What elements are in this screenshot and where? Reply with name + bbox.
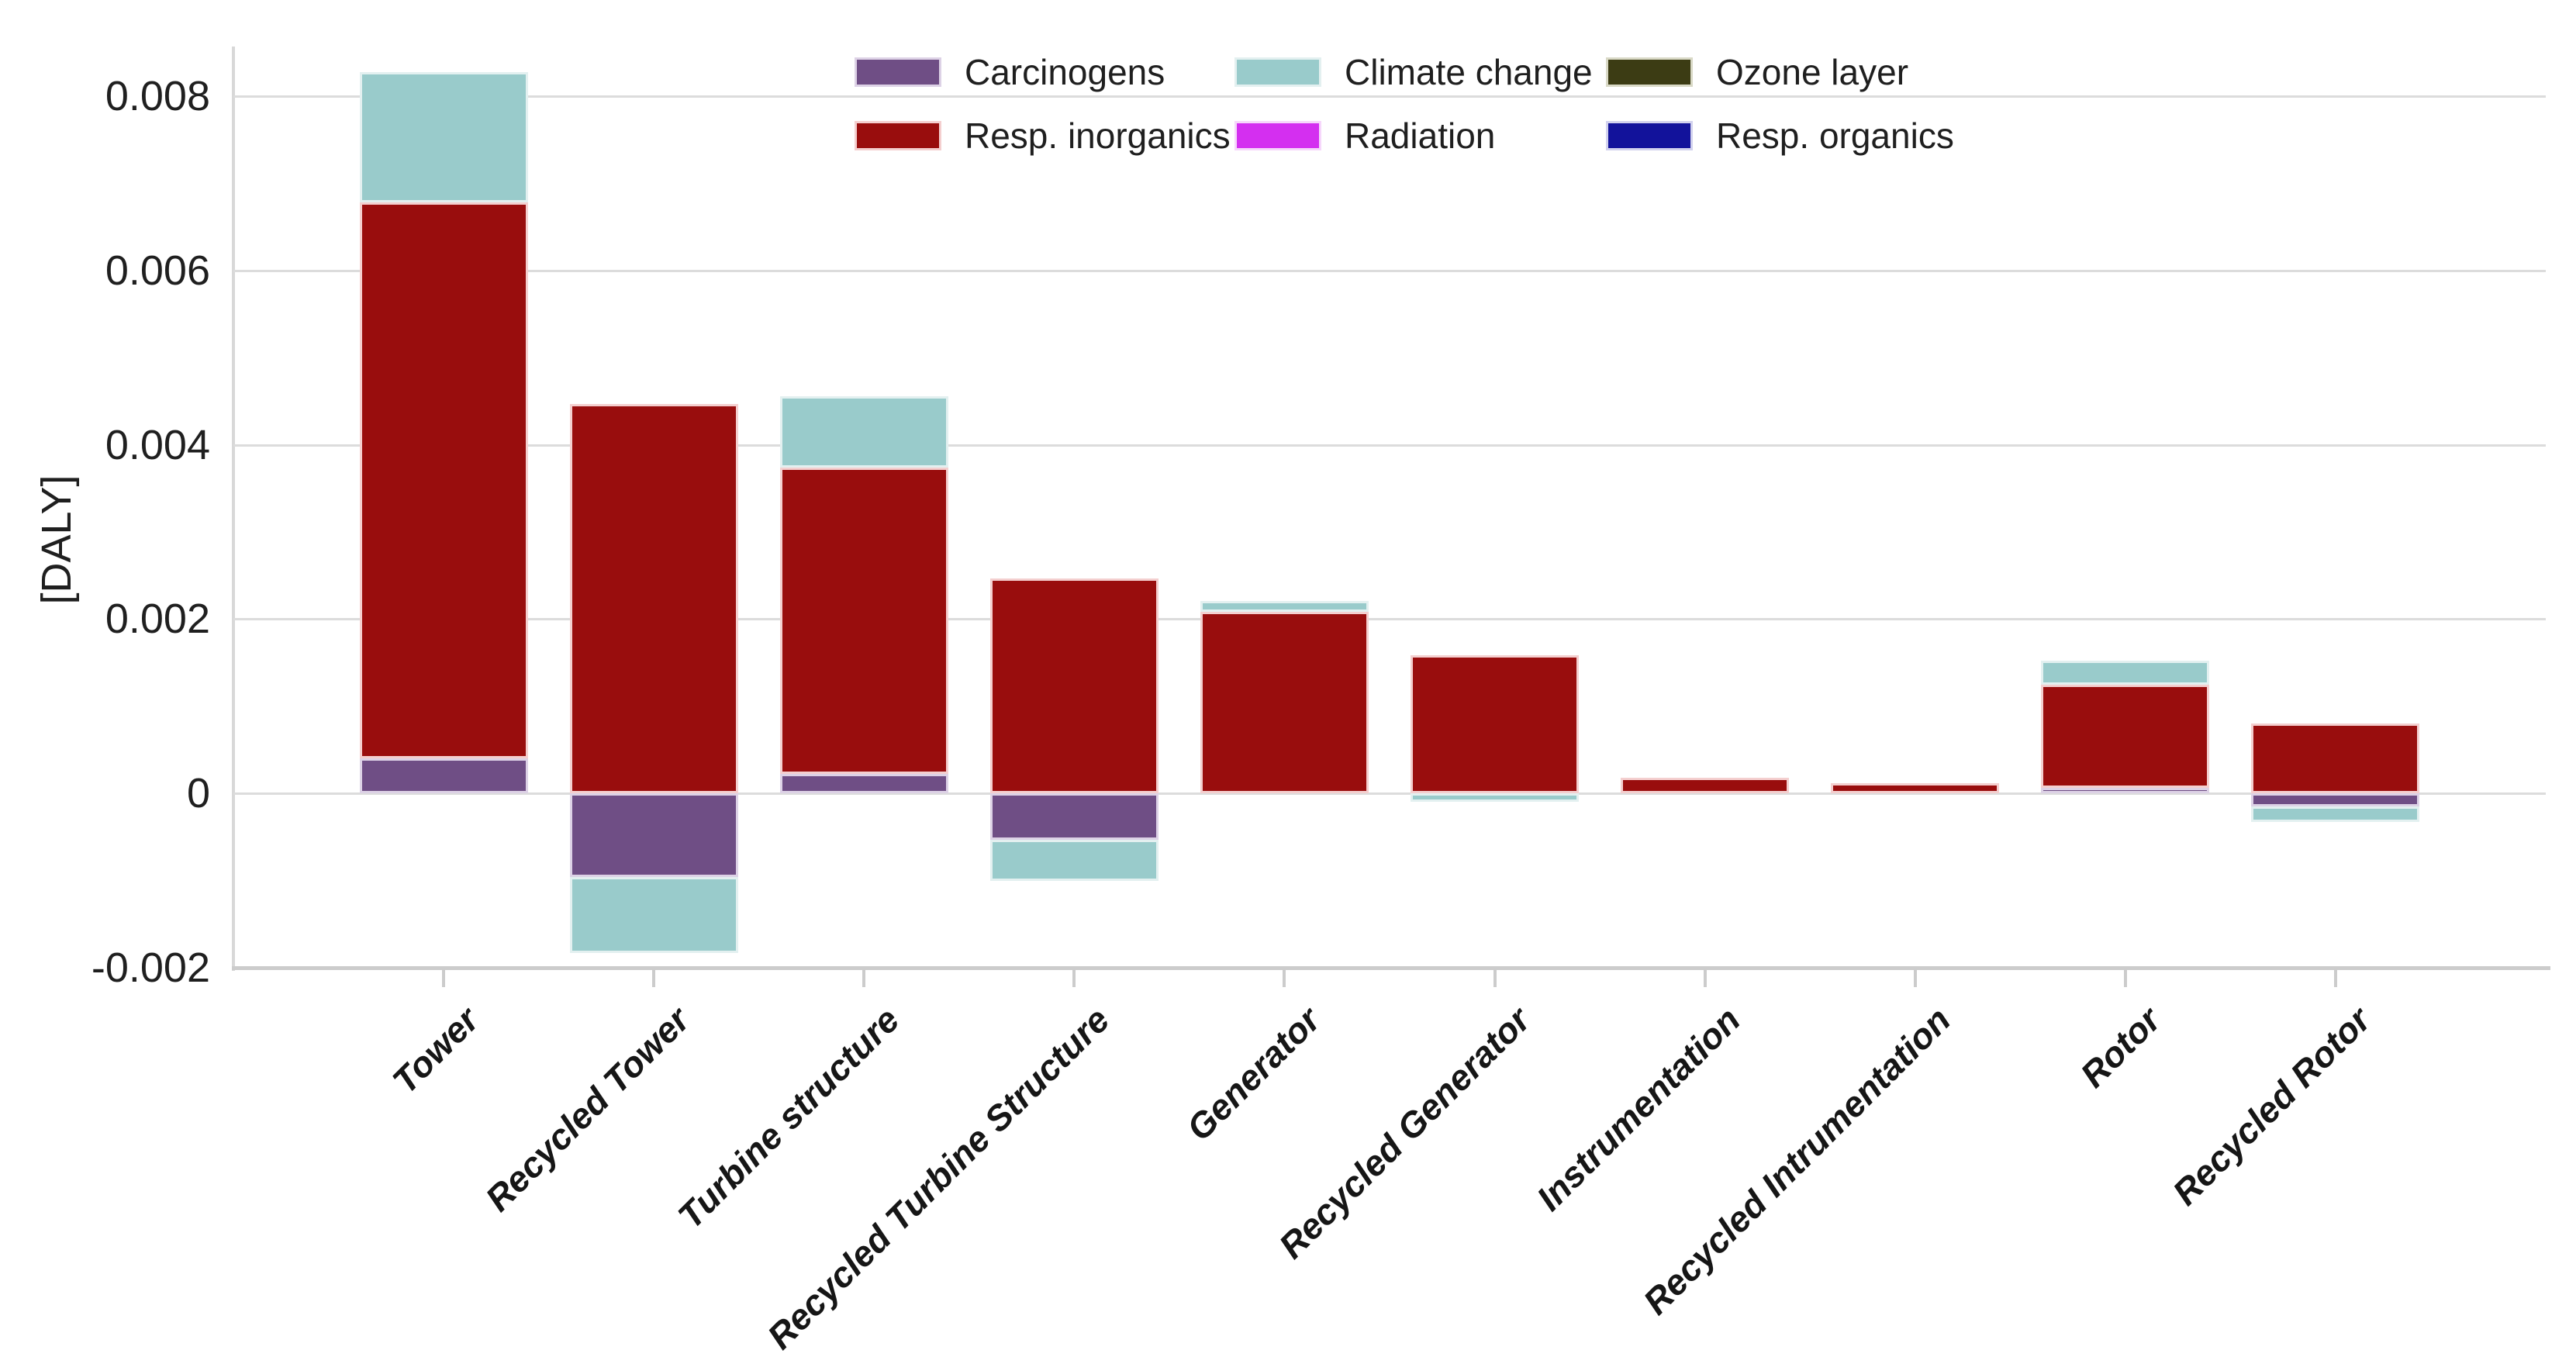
x-axis-label-text: Turbine structure	[670, 999, 907, 1237]
bar-segment-carcinogens	[2041, 788, 2210, 794]
x-axis-tick	[1913, 970, 1917, 987]
x-axis-label-text: Rotor	[2072, 999, 2169, 1096]
x-axis-tick	[1703, 970, 1707, 987]
bar-segment-climate_change	[779, 395, 948, 468]
legend-label: Resp. inorganics	[965, 116, 1231, 156]
bar-segment-climate_change	[2251, 806, 2420, 823]
bar-segment-resp_inorganics	[1621, 777, 1790, 794]
legend-label: Radiation	[1345, 116, 1496, 156]
bar-segment-carcinogens	[989, 793, 1159, 840]
x-axis-label-text: Recycled Tower	[477, 999, 697, 1219]
bar-segment-resp_inorganics	[1831, 782, 2000, 794]
bar-segment-climate_change	[359, 71, 528, 203]
bar-segment-carcinogens	[569, 793, 738, 878]
bar-segment-resp_inorganics	[1411, 654, 1579, 794]
bar-segment-resp_inorganics	[1200, 612, 1369, 794]
x-axis-tick	[862, 970, 866, 987]
x-axis-label-text: Instrumentation	[1528, 999, 1749, 1219]
x-axis-tick	[2333, 970, 2337, 987]
legend-swatch-climate_change	[1234, 57, 1321, 87]
x-axis-label-text: Recycled Turbine Structure	[759, 999, 1117, 1357]
bar-segment-climate_change	[2041, 661, 2210, 685]
y-axis-line	[232, 47, 235, 971]
x-axis-label-text: Recycled Rotor	[2165, 999, 2379, 1214]
gridline	[233, 444, 2546, 447]
bar-segment-resp_inorganics	[779, 467, 948, 775]
y-tick-label: 0.008	[105, 73, 210, 120]
bar-segment-resp_inorganics	[359, 202, 528, 759]
bar-segment-carcinogens	[359, 758, 528, 794]
legend-swatch-radiation	[1234, 121, 1321, 150]
bar-segment-carcinogens	[779, 774, 948, 794]
y-tick-label: 0.006	[105, 247, 210, 294]
gridline	[233, 618, 2546, 621]
y-tick-label: 0	[186, 770, 210, 817]
y-tick-label: 0.004	[105, 421, 210, 468]
legend-label: Ozone layer	[1716, 52, 1909, 92]
bar-segment-climate_change	[569, 877, 738, 953]
x-axis-label-text: Tower	[385, 999, 487, 1102]
x-axis-tick	[1493, 970, 1497, 987]
legend-swatch-ozone_layer	[1606, 57, 1693, 87]
legend-swatch-carcinogens	[855, 57, 941, 87]
legend-label: Resp. organics	[1716, 116, 1954, 156]
legend-swatch-resp_organics	[1606, 121, 1693, 150]
gridline	[233, 95, 2546, 98]
bar-segment-resp_inorganics	[2251, 723, 2420, 794]
plot-area	[233, 47, 2546, 968]
x-axis-line	[232, 966, 2550, 970]
x-axis-tick	[2123, 970, 2127, 987]
bar-segment-carcinogens	[2251, 793, 2420, 807]
legend: Carcinogens Climate change Ozone layer Resp…	[855, 52, 2018, 158]
y-tick-label: 0.002	[105, 596, 210, 643]
x-axis-tick	[1072, 970, 1076, 987]
bar-segment-climate_change	[989, 839, 1159, 881]
bar-segment-resp_inorganics	[2041, 684, 2210, 789]
gridline	[233, 269, 2546, 272]
bar-segment-climate_change	[1200, 600, 1369, 613]
x-axis-label-text: Generator	[1178, 999, 1328, 1148]
legend-swatch-resp_inorganics	[855, 121, 941, 150]
x-axis-tick	[652, 970, 656, 987]
bar-segment-climate_change	[1411, 793, 1579, 803]
bar-segment-resp_inorganics	[989, 578, 1159, 794]
y-tick-label: -0.002	[91, 944, 210, 991]
legend-label: Carcinogens	[965, 52, 1165, 92]
x-axis-tick	[442, 970, 446, 987]
x-axis-tick	[1283, 970, 1286, 987]
legend-label: Climate change	[1345, 52, 1593, 92]
bar-segment-resp_inorganics	[569, 403, 738, 794]
gridline	[233, 792, 2546, 796]
